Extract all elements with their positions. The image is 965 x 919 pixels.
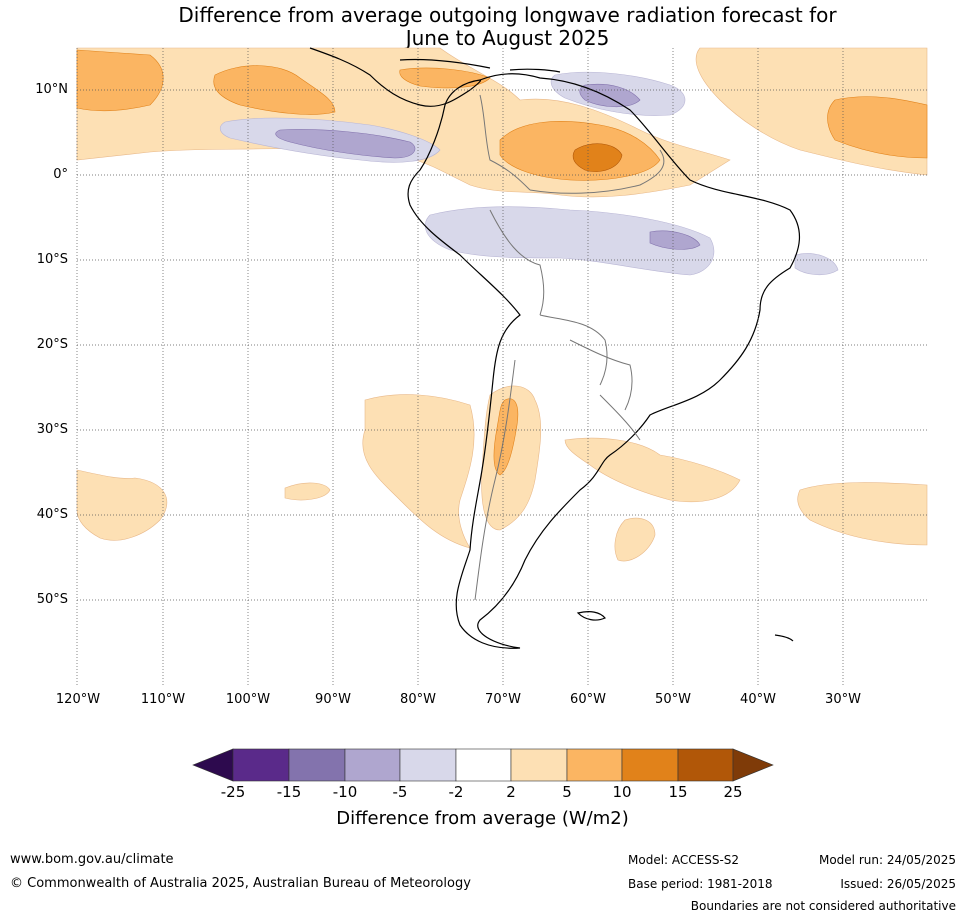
border-argentina-chile	[474, 359, 516, 601]
lon-label-110w: 110°W	[140, 692, 186, 707]
lat-label-40s: 40°S	[36, 507, 68, 522]
south-georgia	[774, 634, 794, 642]
colorbar-tick-8: 10	[612, 783, 632, 801]
positive-anomaly-areas	[76, 47, 928, 562]
lon-label-120w: 120°W	[55, 692, 101, 707]
border-peru-brazil	[489, 209, 545, 316]
lat-label-50s: 50°S	[36, 592, 68, 607]
colorbar-tick-7: 5	[562, 783, 572, 801]
lon-label-70w: 70°W	[485, 692, 521, 707]
falkland-islands	[576, 611, 606, 621]
lon-label-40w: 40°W	[740, 692, 776, 707]
model-text: Model: ACCESS-S2	[628, 853, 740, 867]
anomaly-area-orange-pacific-1	[76, 49, 164, 111]
colorbar-tick-2: -15	[276, 783, 302, 801]
map-title: Difference from average outgoing longwav…	[0, 4, 965, 50]
colorbar-extend-high	[732, 748, 774, 782]
colorbar-tick-1: -25	[220, 783, 246, 801]
coastlines	[309, 47, 801, 649]
anomaly-area-south-pacific-central	[362, 394, 475, 549]
lon-label-100w: 100°W	[225, 692, 271, 707]
colorbar-tick-10: 25	[723, 783, 743, 801]
lon-label-90w: 90°W	[315, 692, 351, 707]
anomaly-area-purple-pacific-dark	[275, 129, 416, 159]
border-brazil-north	[529, 149, 665, 194]
colorbar-tick-3: -10	[332, 783, 358, 801]
colorbar-segment-8	[621, 748, 679, 782]
colorbar-segment-7	[566, 748, 623, 782]
anomaly-area-south-atlantic-1	[564, 437, 741, 503]
anomaly-area-orange-atlantic	[827, 96, 928, 159]
anomaly-area-purple-caribbean-dark	[579, 83, 641, 108]
lon-label-50w: 50°W	[655, 692, 691, 707]
colorbar-segment-5	[455, 748, 512, 782]
issued-text: Issued: 26/05/2025	[840, 877, 956, 891]
colorbar-segment-4	[399, 748, 457, 782]
anomaly-area-south-atlantic-3	[614, 517, 656, 562]
copyright-text: © Commonwealth of Australia 2025, Austra…	[10, 876, 471, 891]
colorbar-tick-9: 15	[668, 783, 688, 801]
title-line-1: Difference from average outgoing longwav…	[178, 3, 837, 27]
lat-label-10n: 10°N	[35, 82, 68, 97]
colorbar-extend-low	[192, 748, 234, 782]
lon-label-60w: 60°W	[570, 692, 606, 707]
disclaimer-text: Boundaries are not considered authoritat…	[690, 899, 956, 913]
anomaly-area-argentina	[481, 385, 542, 531]
colorbar-segment-2	[288, 748, 346, 782]
base-period-text: Base period: 1981-2018	[628, 877, 773, 891]
negative-anomaly-areas	[220, 71, 839, 276]
website-link[interactable]: www.bom.gov.au/climate	[10, 852, 174, 867]
caribbean-islands	[399, 58, 561, 73]
anomaly-area-orange-pacific-2	[213, 65, 336, 115]
lat-label-30s: 30°S	[36, 422, 68, 437]
colorbar-segment-3	[344, 748, 401, 782]
anomaly-area-dark-amazon	[572, 143, 623, 172]
border-argentina-brazil	[599, 394, 641, 441]
anomaly-area-small-pacific	[284, 482, 331, 501]
border-colombia-venezuela	[479, 94, 531, 191]
title-line-2: June to August 2025	[405, 26, 610, 50]
colorbar	[192, 748, 774, 782]
model-run-text: Model run: 24/05/2025	[818, 853, 956, 867]
border-bolivia	[539, 314, 608, 386]
colorbar-tick-4: -5	[392, 783, 408, 801]
country-borders	[474, 94, 665, 601]
colorbar-tick-5: -2	[448, 783, 464, 801]
border-paraguay	[569, 339, 633, 411]
colorbar-segment-9	[677, 748, 734, 782]
south-america-coastline	[407, 73, 801, 649]
graticule	[76, 48, 927, 685]
colorbar-segment-6	[510, 748, 568, 782]
anomaly-area-south-pacific-west	[76, 469, 168, 541]
anomaly-area-south-atlantic-2	[797, 482, 928, 546]
lon-label-30w: 30°W	[825, 692, 861, 707]
lat-label-0: 0°	[53, 167, 68, 182]
colorbar-tick-6: 2	[506, 783, 516, 801]
central-america-coastline	[309, 47, 482, 107]
colorbar-title: Difference from average (W/m2)	[336, 808, 629, 829]
lon-label-80w: 80°W	[400, 692, 436, 707]
colorbar-segment-1	[232, 748, 290, 782]
lat-label-10s: 10°S	[36, 252, 68, 267]
lat-label-20s: 20°S	[36, 337, 68, 352]
anomaly-area-purple-equatorial-dark	[649, 230, 701, 250]
anomaly-area-purple-east	[794, 253, 839, 276]
